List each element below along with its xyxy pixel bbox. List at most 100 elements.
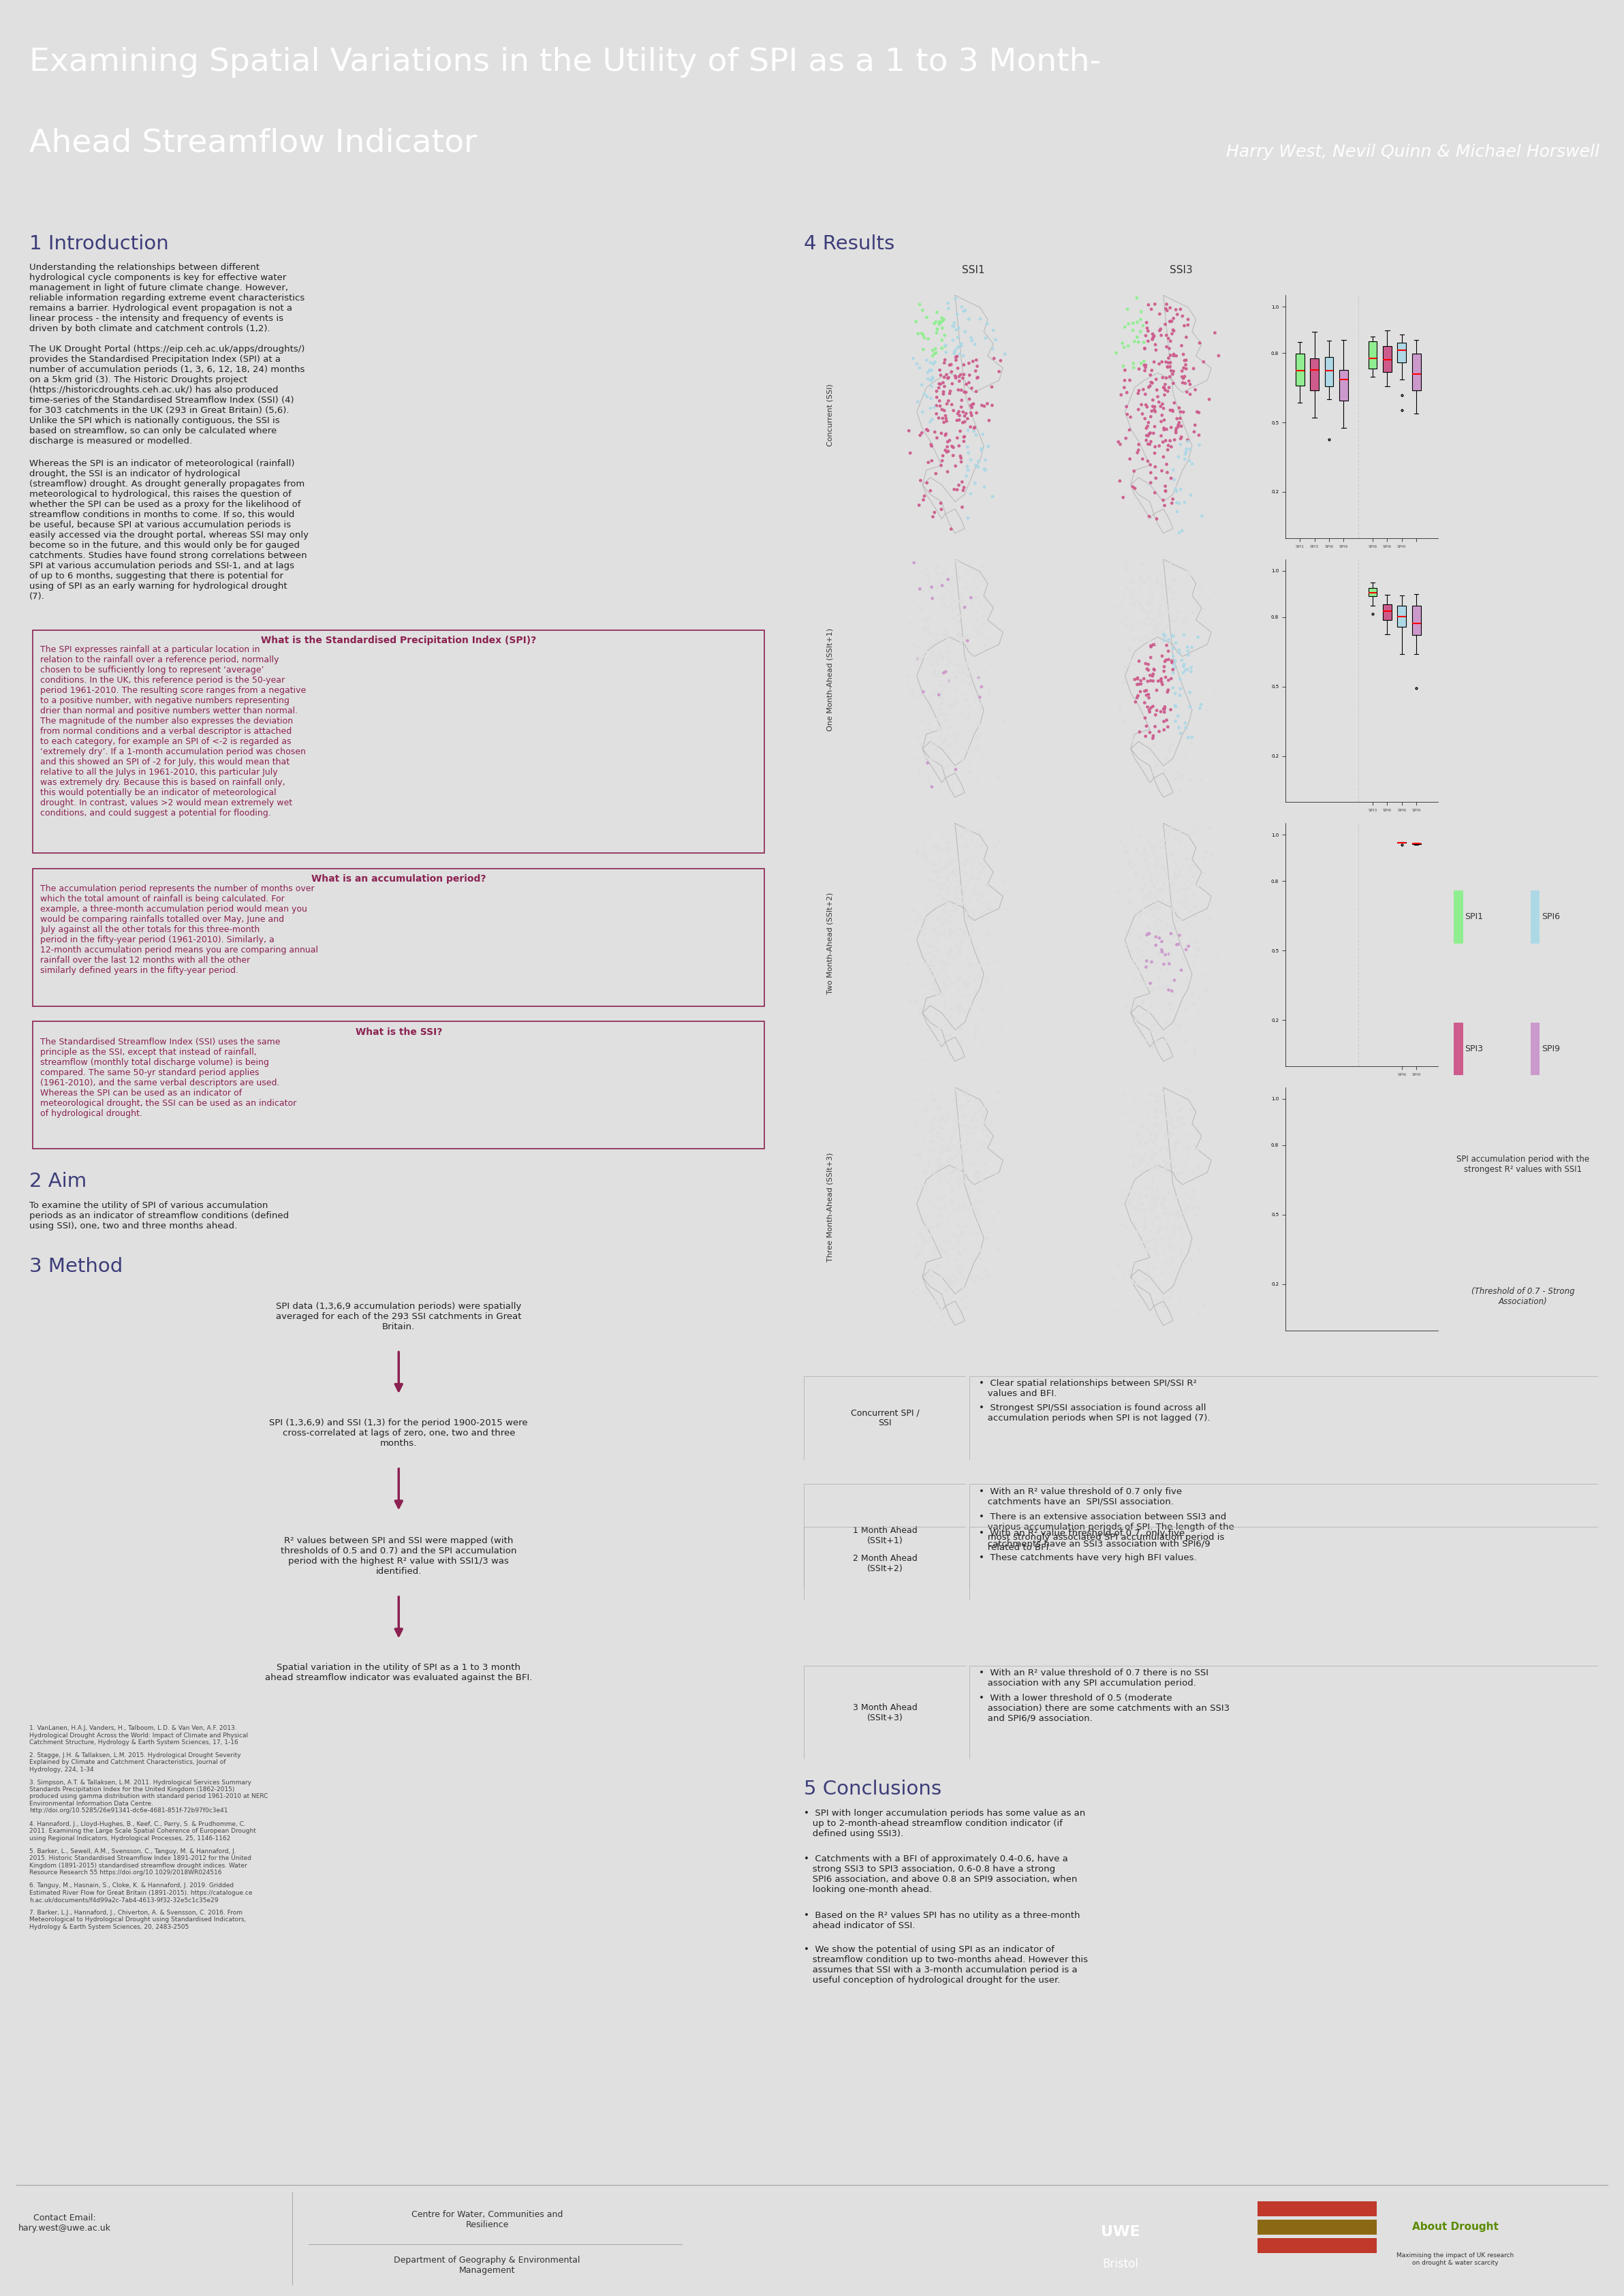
Point: [1155, 1201, 1181, 1238]
Point: [1153, 473, 1179, 510]
Point: [948, 372, 974, 409]
Point: [1129, 294, 1155, 331]
Point: [952, 292, 978, 328]
Point: [958, 1261, 984, 1297]
Point: [1145, 843, 1171, 879]
Point: [1158, 429, 1184, 466]
Point: [940, 436, 966, 473]
Point: [947, 1088, 973, 1125]
Point: [1114, 606, 1140, 643]
Point: [942, 1111, 968, 1148]
Point: [939, 898, 965, 934]
Point: [1104, 590, 1130, 627]
Point: [916, 599, 942, 636]
Point: [1151, 1148, 1177, 1185]
Point: [1109, 664, 1135, 700]
Point: [958, 664, 984, 700]
Point: [1147, 296, 1173, 333]
Point: [929, 684, 955, 721]
Point: [945, 597, 971, 634]
PathPatch shape: [1397, 342, 1406, 363]
Point: [1132, 1199, 1158, 1235]
Point: [926, 861, 952, 898]
Point: [1158, 1143, 1184, 1180]
Point: [1184, 930, 1210, 967]
Point: [942, 843, 968, 879]
Point: [1132, 833, 1158, 870]
Point: [1155, 673, 1181, 709]
Point: [1164, 1155, 1190, 1192]
Point: [940, 889, 966, 925]
Point: [1147, 588, 1173, 625]
Point: [1135, 1111, 1161, 1148]
Point: [944, 670, 970, 707]
Point: [1135, 1254, 1161, 1290]
Point: [1147, 597, 1173, 634]
Point: [1135, 680, 1161, 716]
Point: [919, 1251, 945, 1288]
Point: [1151, 1288, 1177, 1325]
Point: [948, 696, 974, 732]
Point: [940, 574, 966, 611]
Point: [1161, 918, 1187, 955]
Point: [945, 1102, 971, 1139]
Point: [1158, 962, 1184, 999]
Point: [916, 1224, 942, 1261]
Point: [1174, 1254, 1200, 1290]
Point: [1151, 622, 1177, 659]
Point: [1143, 918, 1169, 955]
Point: [1164, 484, 1190, 521]
Point: [953, 1277, 979, 1313]
Point: [1134, 843, 1160, 879]
Point: [1143, 613, 1169, 650]
Point: [922, 996, 948, 1033]
Point: [1137, 822, 1163, 859]
Point: [896, 434, 922, 471]
Point: [947, 1125, 973, 1162]
Point: [935, 1095, 961, 1132]
Point: [927, 843, 953, 879]
Point: [1134, 595, 1160, 631]
Point: [1121, 349, 1147, 386]
Point: [952, 292, 978, 328]
Point: [926, 668, 952, 705]
Point: [1153, 287, 1179, 324]
Point: [1140, 753, 1166, 790]
Point: [1171, 645, 1197, 682]
Point: [957, 698, 983, 735]
Point: [1155, 951, 1181, 987]
Point: [1132, 1127, 1158, 1164]
Point: [1127, 558, 1153, 595]
Point: [1160, 974, 1186, 1010]
Point: [1130, 661, 1156, 698]
Point: [1130, 1141, 1156, 1178]
Point: [1153, 592, 1179, 629]
Point: [940, 429, 966, 466]
Point: [968, 732, 994, 769]
Point: [950, 1088, 976, 1125]
Point: [1197, 1125, 1223, 1162]
Point: [968, 948, 994, 985]
Point: [1121, 468, 1147, 505]
Point: [953, 810, 979, 847]
Point: [924, 971, 950, 1008]
Point: [1148, 932, 1174, 969]
Point: [1147, 900, 1173, 937]
Point: [1166, 1100, 1192, 1137]
Point: [1135, 1224, 1161, 1261]
Point: [1164, 850, 1190, 886]
Point: [983, 1155, 1009, 1192]
Point: [1147, 615, 1173, 652]
Point: [921, 1081, 947, 1118]
Point: [931, 1306, 957, 1343]
Point: [934, 730, 960, 767]
Point: [1151, 1279, 1177, 1316]
Point: [919, 360, 945, 397]
Point: [1184, 730, 1210, 767]
Point: [957, 666, 983, 703]
Point: [1114, 551, 1140, 588]
Point: [926, 365, 952, 402]
Point: [939, 930, 965, 967]
Point: [974, 1238, 1000, 1274]
Point: [934, 386, 960, 422]
